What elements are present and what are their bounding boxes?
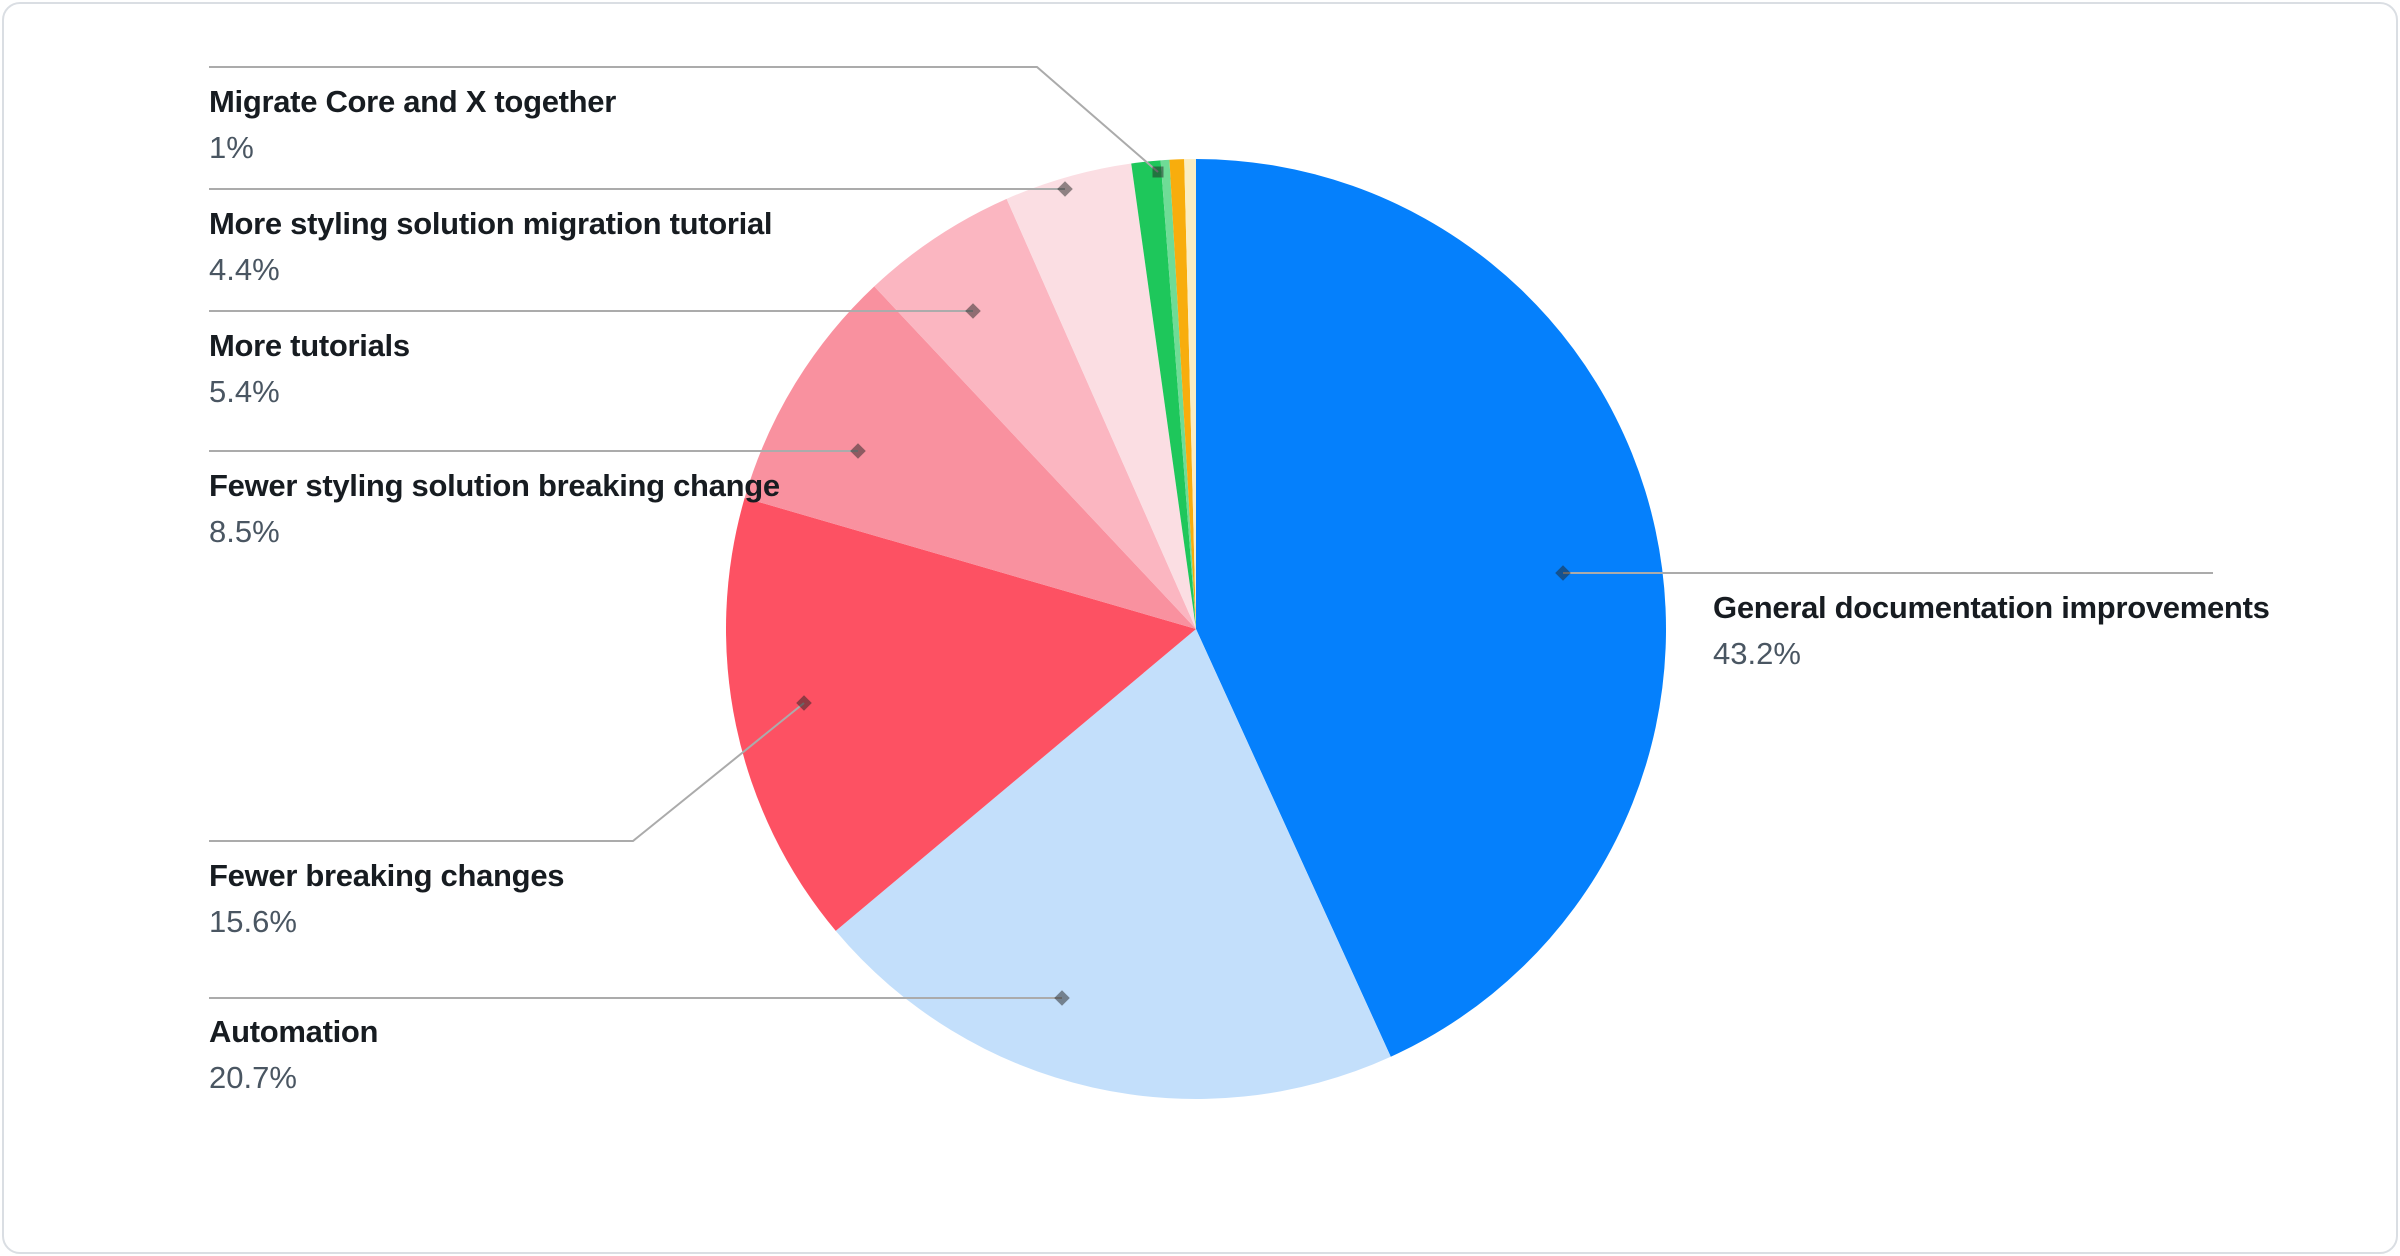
- marker-diamond-fewer-breaking-changes: [796, 695, 812, 711]
- callout-label-fewer-styling-solution-breaking-change: Fewer styling solution breaking change 8…: [209, 470, 780, 547]
- pie-slice-general-documentation-improvements[interactable]: [1196, 158, 1667, 1057]
- callout-value-automation: 20.7%: [209, 1060, 297, 1095]
- marker-square-migrate-core-and-x-together: [1152, 166, 1164, 178]
- callout-title-fewer-breaking-changes: Fewer breaking changes: [209, 858, 565, 893]
- callout-title-general-documentation-improvements: General documentation improvements: [1713, 590, 2270, 625]
- callout-title-migrate-core-and-x-together: Migrate Core and X together: [209, 84, 617, 119]
- callout-title-more-tutorials: More tutorials: [209, 328, 410, 363]
- callout-value-more-styling-solution-migration-tutorial: 4.4%: [209, 252, 280, 287]
- pie-slice-unlabeled[interactable]: [1160, 159, 1196, 629]
- callout-value-general-documentation-improvements: 43.2%: [1713, 636, 1801, 671]
- callout-value-migrate-core-and-x-together: 1%: [209, 130, 254, 165]
- marker-diamond-automation: [1054, 990, 1070, 1006]
- callout-label-migrate-core-and-x-together: Migrate Core and X together 1%: [209, 86, 616, 163]
- callout-label-more-styling-solution-migration-tutorial: More styling solution migration tutorial…: [209, 206, 773, 287]
- callout-label-general-documentation-improvements: General documentation improvements 43.2%: [1713, 592, 2270, 669]
- marker-diamond-more-styling-solution-migration-tutorial: [1057, 181, 1073, 197]
- leader-line-fewer-breaking-changes: [209, 702, 805, 842]
- callout-label-automation: Automation 20.7%: [209, 1014, 379, 1095]
- pie-slice-unlabeled[interactable]: [1184, 159, 1196, 629]
- pie-slice-more-styling-solution-migration-tutorial[interactable]: [1006, 163, 1196, 630]
- pie-slice-fewer-breaking-changes[interactable]: [725, 497, 1196, 931]
- callout-title-automation: Automation: [209, 1014, 379, 1049]
- pie-slice-migrate-core-and-x-together[interactable]: [1131, 160, 1196, 629]
- marker-diamond-general-documentation-improvements: [1555, 565, 1571, 581]
- callout-label-more-tutorials: More tutorials 5.4%: [209, 330, 410, 407]
- callout-title-fewer-styling-solution-breaking-change: Fewer styling solution breaking change: [209, 468, 780, 503]
- callout-value-fewer-breaking-changes: 15.6%: [209, 904, 297, 939]
- leader-line-migrate-core-and-x-together: [209, 66, 1159, 173]
- callout-value-more-tutorials: 5.4%: [209, 374, 280, 409]
- callout-label-fewer-breaking-changes: Fewer breaking changes 15.6%: [209, 858, 565, 939]
- pie-slice-automation[interactable]: [835, 629, 1391, 1100]
- pie-slice-fewer-styling-solution-breaking-change[interactable]: [744, 286, 1196, 629]
- callout-value-fewer-styling-solution-breaking-change: 8.5%: [209, 514, 280, 549]
- callout-title-more-styling-solution-migration-tutorial: More styling solution migration tutorial: [209, 206, 773, 241]
- pie-slice-more-tutorials[interactable]: [874, 198, 1196, 629]
- pie-slice-unlabeled[interactable]: [1169, 159, 1196, 629]
